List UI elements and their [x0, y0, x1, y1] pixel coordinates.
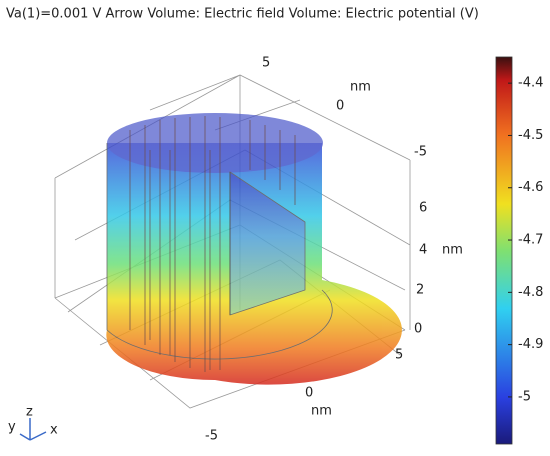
axis-label: -5 — [414, 145, 427, 160]
axis-label: 4 — [419, 243, 427, 258]
colorbar-tick-label: -4.6 — [518, 180, 543, 195]
axis-label: 2 — [416, 283, 424, 298]
triad-label: y — [8, 420, 16, 435]
axis-label: nm — [442, 243, 463, 258]
axis-label: 5 — [395, 348, 403, 363]
triad-label: x — [50, 423, 58, 438]
colorbar — [495, 56, 513, 445]
axis-triad: z y x — [8, 405, 58, 441]
axis-label: 0 — [414, 322, 422, 337]
axis-label: nm — [311, 404, 332, 419]
triad-label: z — [26, 405, 33, 420]
field-arrows — [129, 116, 296, 372]
plot-title: Va(1)=0.001 V Arrow Volume: Electric fie… — [6, 7, 479, 22]
axis-label: 0 — [336, 99, 344, 114]
cylinder — [106, 113, 402, 385]
colorbar-tick-label: -4.8 — [518, 285, 543, 300]
colorbar-tick-label: -4.4 — [518, 76, 543, 91]
colorbar-tick-label: -4.7 — [518, 233, 543, 248]
colorbar-tick-label: -4.5 — [518, 128, 543, 143]
axis-label: -5 — [205, 429, 218, 444]
colorbar-tick-label: -5 — [518, 389, 531, 404]
colorbar-tick-label: -4.9 — [518, 337, 543, 352]
axis-label: 6 — [419, 201, 427, 216]
axis-label: 5 — [262, 56, 270, 71]
axis-label: nm — [350, 80, 371, 95]
axis-label: 0 — [305, 386, 313, 401]
axis-labels: 5 nm 0 -5 6 4 nm 2 0 5 0 nm -5 — [205, 56, 463, 444]
